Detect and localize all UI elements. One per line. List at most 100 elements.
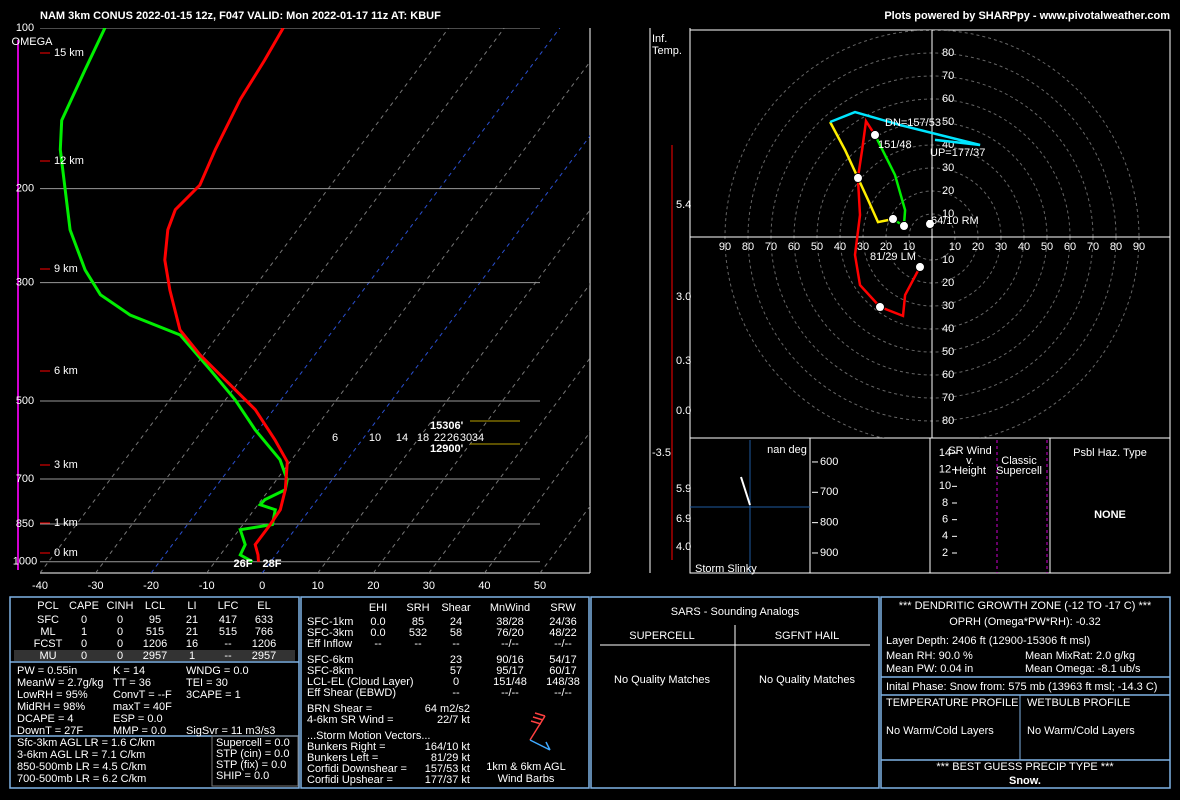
hodograph-tick-label: 80 <box>942 415 954 427</box>
temperature-line <box>163 28 289 562</box>
parcel-cell: 1206 <box>252 638 276 650</box>
omega-tick-label: 900 <box>820 547 838 559</box>
kinematics-cell: -- <box>414 638 422 650</box>
hodograph-tick-label: 30 <box>995 241 1007 253</box>
kinematics-row-label: Eff Shear (EBWD) <box>307 687 396 699</box>
index: ESP = 0.0 <box>113 713 163 725</box>
skewt-plot <box>40 28 590 573</box>
storm-motion: Bunkers Left = <box>307 752 378 764</box>
storm-motion-title: ...Storm Motion Vectors... <box>307 730 431 742</box>
dgz-stat: Mean MixRat: 2.0 g/kg <box>1025 650 1135 662</box>
hodograph-tick-label: 20 <box>880 241 892 253</box>
storm-motion: Bunkers Right = <box>307 741 386 753</box>
omega-label: OMEGA <box>12 36 54 48</box>
sr-tick-label: 8 <box>942 497 948 509</box>
kinematics-cell: 54/17 <box>549 654 577 666</box>
index: SigSvr = 11 m3/s3 <box>186 725 275 737</box>
composite: STP (cin) = 0.0 <box>216 748 289 760</box>
hodograph-tick-label: 50 <box>811 241 823 253</box>
best-guess-title: *** BEST GUESS PRECIP TYPE *** <box>936 761 1114 773</box>
x-tick-label: -10 <box>199 580 215 592</box>
parcel-cell: 0 <box>117 650 123 662</box>
kinematics-extra-value: 22/7 kt <box>437 714 470 726</box>
kinematics-cell: 24 <box>450 616 462 628</box>
hodograph-tick-label: 50 <box>942 346 954 358</box>
inferred-temp-label: 0.0 <box>676 405 691 417</box>
kinematics-cell: 58 <box>450 627 462 639</box>
kinematics-row-label: SFC-1km <box>307 616 353 628</box>
hodograph-tick-label: 50 <box>1041 241 1053 253</box>
height-marker-label: 1 <box>877 301 883 313</box>
dewpoint-line <box>58 28 289 564</box>
kinematics-cell: -- <box>452 687 460 699</box>
bottom-frames <box>9 596 1171 789</box>
hodograph-tick-label: 40 <box>1018 241 1030 253</box>
storm-motion-label: 151/48 <box>878 139 912 151</box>
hodograph-tick-label: 10 <box>903 241 915 253</box>
storm-motion-label: DN=157/53 <box>885 117 941 129</box>
height-label: 12 km <box>54 155 84 167</box>
lapse-rate: 850-500mb LR = 4.5 C/km <box>17 761 146 773</box>
storm-motion-value: 177/37 kt <box>425 774 470 786</box>
hodograph-tick-label: 20 <box>972 241 984 253</box>
storm-motion-label: 64/10 RM <box>931 215 979 227</box>
kinematics-cell: 0.0 <box>370 627 385 639</box>
sr-tick-label: 2 <box>942 547 948 559</box>
storm-motion-value: 81/29 kt <box>431 752 470 764</box>
barbs-caption: 1km & 6km AGL <box>486 761 565 773</box>
x-tick-label: -30 <box>88 580 104 592</box>
slinky-direction: nan deg <box>767 444 807 456</box>
parcel-cell: 21 <box>186 626 198 638</box>
parcel-cell: 0 <box>117 638 123 650</box>
isotherm <box>150 28 561 573</box>
parcel-cell: 16 <box>186 638 198 650</box>
kinematics-cell: 95/17 <box>496 665 524 677</box>
hodograph-tick-label: 40 <box>834 241 846 253</box>
parcel-cell: 2957 <box>143 650 167 662</box>
mixing-ratio-label: 18 <box>417 432 429 444</box>
parcel-cell: 21 <box>186 614 198 626</box>
kinematics-header: SRW <box>550 602 576 614</box>
kinematics-cell: 38/28 <box>496 616 524 628</box>
hazard-value: NONE <box>1094 509 1126 521</box>
kinematics-row-label: SFC-3km <box>307 627 353 639</box>
storm-motion-value: 164/10 kt <box>425 741 470 753</box>
sr-tick-label: 14 <box>939 447 951 459</box>
sr-reference: Supercell <box>996 465 1042 477</box>
height-label: 3 km <box>54 459 78 471</box>
storm-motion: Corfidi Downshear = <box>307 763 407 775</box>
kinematics-cell: 0 <box>453 676 459 688</box>
y-tick-label: 200 <box>16 183 34 195</box>
height-marker-label: 4 <box>901 220 907 232</box>
kinematics-cell: 90/16 <box>496 654 524 666</box>
omega-tick-label: 600 <box>820 456 838 468</box>
height-marker-label: 5 <box>927 218 933 230</box>
parcel-cell: 1206 <box>143 638 167 650</box>
slinky-title: Storm Slinky <box>695 563 757 575</box>
isotherm <box>40 28 450 573</box>
hodograph-trace <box>828 121 894 224</box>
hodograph-tick-label: 30 <box>942 162 954 174</box>
dgz-stat: Mean RH: 90.0 % <box>886 650 973 662</box>
inferred-temp-title: Temp. <box>652 45 682 57</box>
mixing-ratio-label: 10 <box>369 432 381 444</box>
x-tick-label: 30 <box>423 580 435 592</box>
slinky-vector <box>740 476 751 506</box>
kinematics-header: MnWind <box>490 602 530 614</box>
hodograph-trace <box>829 110 981 147</box>
index: WNDG = 0.0 <box>186 665 249 677</box>
height-marker <box>853 173 863 183</box>
title: NAM 3km CONUS 2022-01-15 12z, F047 VALID… <box>40 10 441 22</box>
height-marker <box>925 219 935 229</box>
height-marker <box>915 262 925 272</box>
height-marker <box>888 214 898 224</box>
inferred-temp-label: 3.0 <box>676 291 691 303</box>
parcel-cell: -- <box>224 638 232 650</box>
storm-motion-label: 81/29 LM <box>870 251 916 263</box>
height-label: 6 km <box>54 365 78 377</box>
hodograph-tick-label: 60 <box>788 241 800 253</box>
parcel-cell: 0 <box>117 614 123 626</box>
isotherm <box>261 135 590 573</box>
index: K = 14 <box>113 665 145 677</box>
